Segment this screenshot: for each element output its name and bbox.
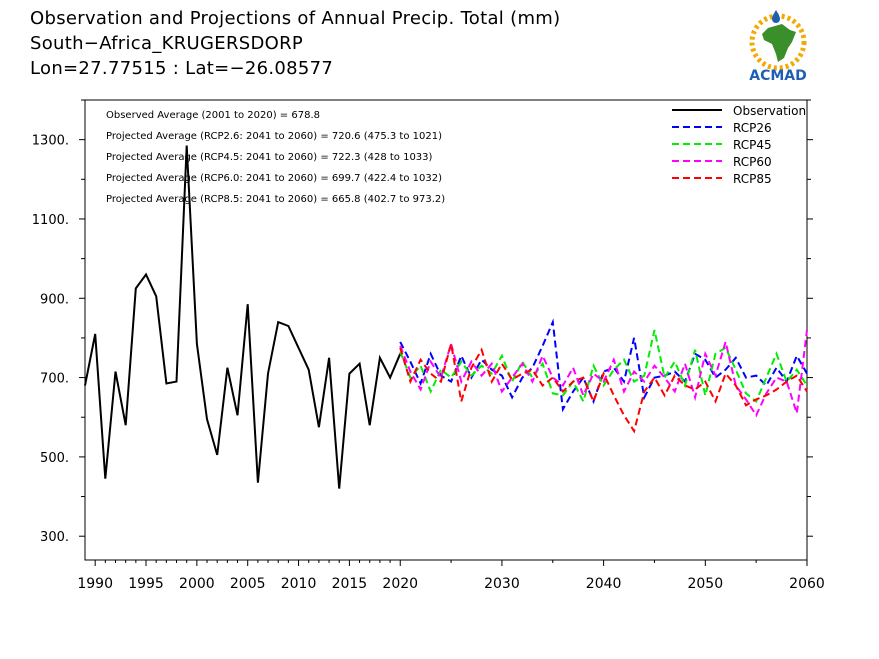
plot-frame	[84, 99, 808, 561]
y-tick-label: 1300.	[32, 134, 69, 149]
legend-label-rcp85: RCP85	[733, 172, 772, 186]
y-tick-label: 1100.	[32, 213, 69, 228]
x-tick-label: 2030	[484, 576, 520, 592]
y-tick-label: 700.	[40, 372, 69, 387]
annotation-text: Observed Average (2001 to 2020) = 678.8	[106, 110, 320, 121]
legend-label-rcp26: RCP26	[733, 121, 772, 135]
legend-label-rcp45: RCP45	[733, 138, 772, 152]
annotations: Observed Average (2001 to 2020) = 678.8 P…	[106, 110, 445, 205]
annotation-text: Projected Average (RCP8.5: 2041 to 2060)…	[106, 194, 445, 205]
logo-text: ACMAD	[749, 68, 807, 84]
x-tick-label: 2015	[332, 576, 368, 592]
legend-label-rcp60: RCP60	[733, 155, 772, 169]
location-label: South−Africa_KRUGERSDORP	[30, 33, 304, 54]
series-layer	[84, 145, 808, 489]
series-rcp45	[399, 329, 808, 405]
coordinates-label: Lon=27.77515 : Lat=−26.08577	[30, 58, 334, 79]
y-tick-label: 500.	[40, 451, 69, 466]
y-tick-label: 900.	[40, 292, 69, 307]
africa-logo-icon: ACMAD	[749, 10, 807, 84]
annotation-text: Projected Average (RCP4.5: 2041 to 2060)…	[106, 152, 433, 163]
x-tick-label: 1990	[77, 576, 113, 592]
legend: Observation RCP26 RCP45 RCP60 RCP85	[672, 104, 806, 186]
series-rcp60	[399, 329, 808, 418]
x-tick-label: 2060	[789, 576, 825, 592]
x-tick-label: 2010	[281, 576, 317, 592]
y-tick-label: 300.	[40, 530, 69, 545]
x-tick-label: 1995	[128, 576, 164, 592]
x-tick-label: 2050	[687, 576, 723, 592]
x-tick-label: 2000	[179, 576, 215, 592]
annotation-text: Projected Average (RCP2.6: 2041 to 2060)…	[106, 131, 442, 142]
legend-label-observation: Observation	[733, 104, 806, 118]
series-rcp85	[399, 343, 808, 434]
x-tick-label: 2005	[230, 576, 266, 592]
series-observation	[84, 145, 402, 489]
acmad-logo: ACMAD	[738, 8, 818, 84]
x-tick-label: 2020	[382, 576, 418, 592]
x-tick-label: 2040	[586, 576, 622, 592]
chart-title: Observation and Projections of Annual Pr…	[30, 8, 561, 29]
annotation-text: Projected Average (RCP6.0: 2041 to 2060)…	[106, 173, 442, 184]
axes: 300. 500. 700. 900. 1100. 1300. 1990 1995 2000 20…	[32, 99, 825, 592]
